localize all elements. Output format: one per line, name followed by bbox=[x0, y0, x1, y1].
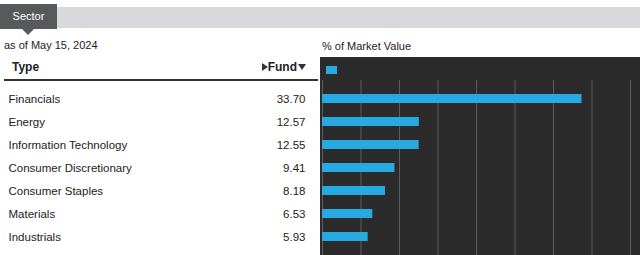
svg-text:8.18: 8.18 bbox=[283, 185, 305, 197]
svg-text:Energy: Energy bbox=[9, 116, 46, 128]
html-text:Fund: Fund bbox=[267, 60, 297, 74]
svg-text:5.93: 5.93 bbox=[283, 231, 305, 243]
svg-text:33.70: 33.70 bbox=[277, 93, 306, 105]
svg-text:12.55: 12.55 bbox=[277, 139, 306, 151]
html-text:Type: Type bbox=[12, 60, 40, 74]
svg-text:9.41: 9.41 bbox=[283, 162, 305, 174]
svg-text:Industrials: Industrials bbox=[9, 231, 62, 243]
svg-text:Information Technology: Information Technology bbox=[9, 139, 128, 151]
html-text:% of Market Value: % of Market Value bbox=[322, 40, 412, 52]
svg-text:Materials: Materials bbox=[9, 208, 56, 220]
svg-text:12.57: 12.57 bbox=[277, 116, 306, 128]
svg-text:6.53: 6.53 bbox=[283, 208, 305, 220]
svg-text:Consumer Discretionary: Consumer Discretionary bbox=[9, 162, 133, 174]
html-text:as of May 15, 2024: as of May 15, 2024 bbox=[4, 39, 98, 51]
svg-text:Consumer Staples: Consumer Staples bbox=[9, 185, 104, 197]
svg-text:Financials: Financials bbox=[9, 93, 61, 105]
html-text:Sector: Sector bbox=[12, 10, 45, 22]
